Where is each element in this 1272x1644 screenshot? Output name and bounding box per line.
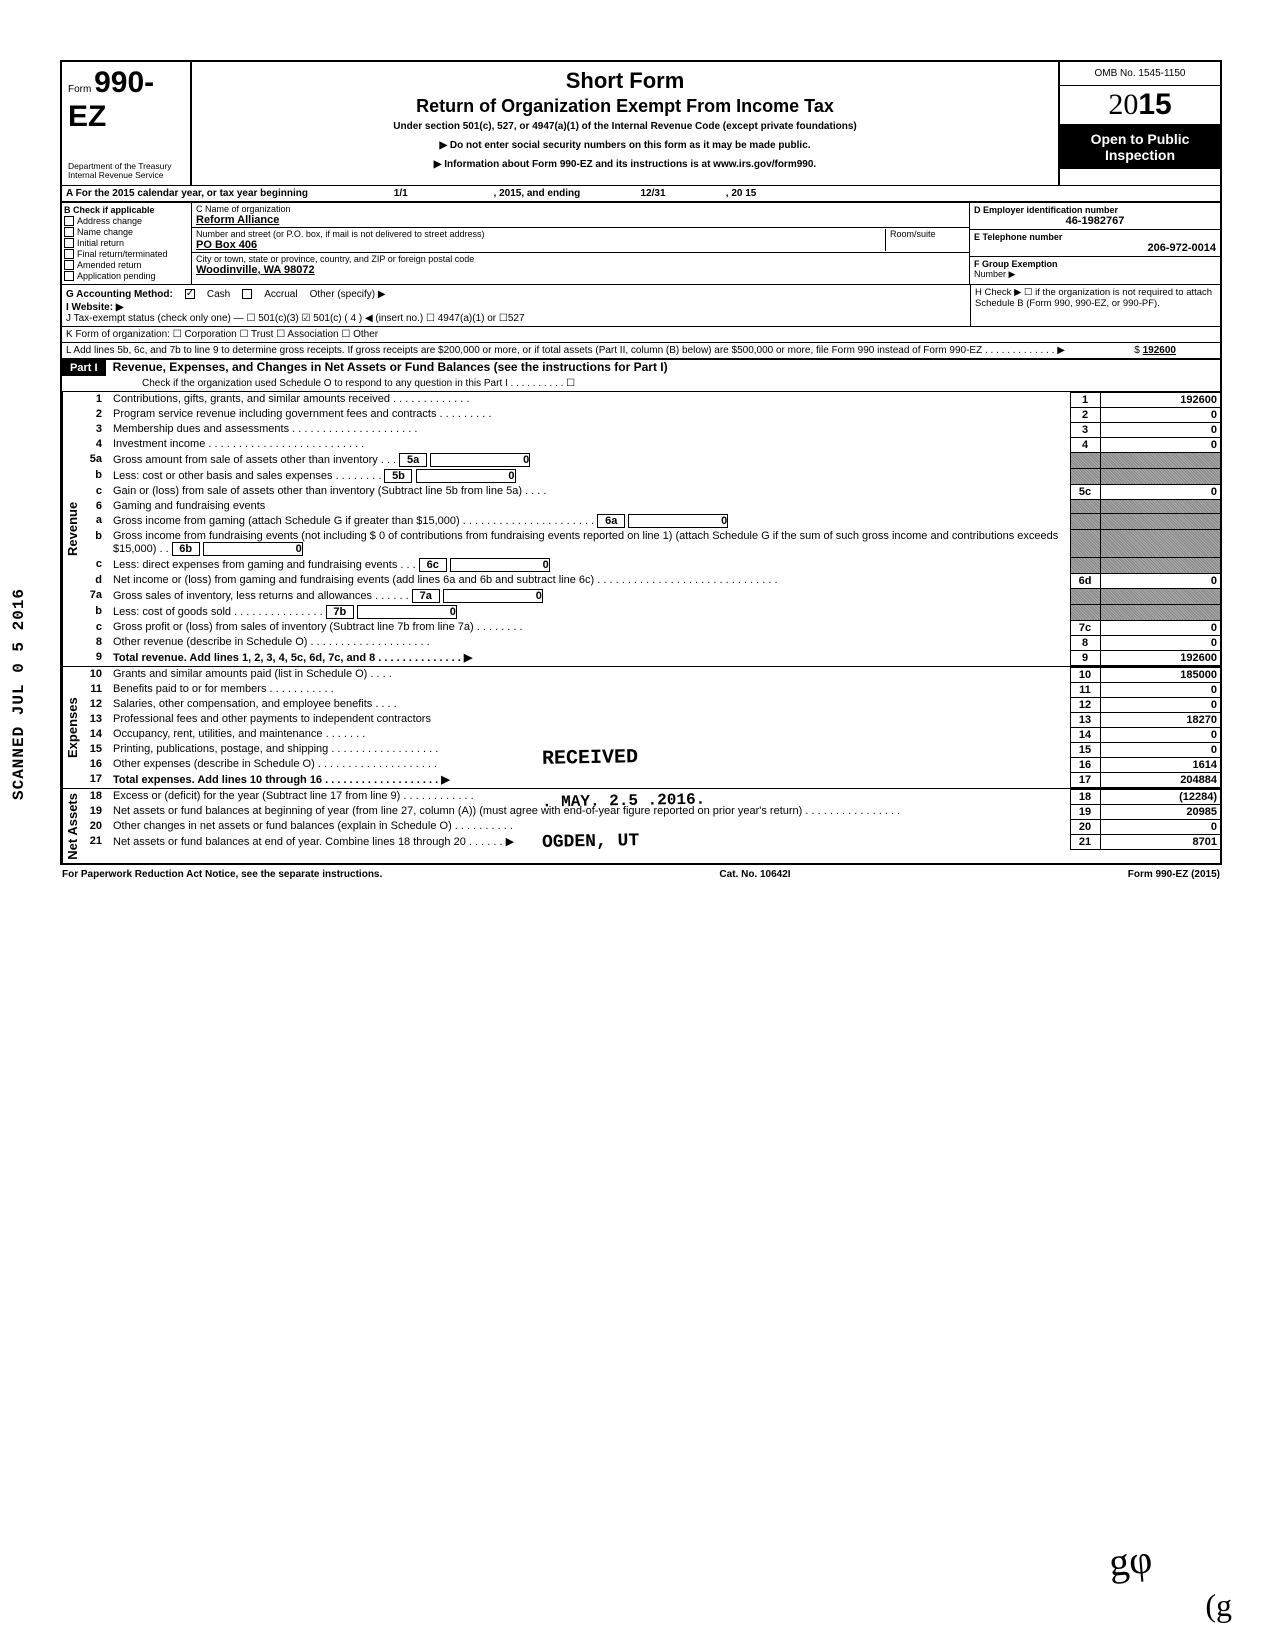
short-form-title: Short Form	[202, 68, 1048, 94]
check-cash[interactable]	[185, 289, 195, 299]
expenses-label: Expenses	[62, 667, 82, 788]
tax-year: 2015	[1060, 86, 1220, 125]
revenue-section: Revenue 1Contributions, gifts, grants, a…	[62, 392, 1220, 666]
omb-number: OMB No. 1545-1150	[1060, 62, 1220, 86]
city: Woodinville, WA 98072	[196, 264, 315, 276]
line-l: L Add lines 5b, 6c, and 7b to line 9 to …	[60, 342, 1222, 360]
street: PO Box 406	[196, 239, 257, 251]
part-i-body: Revenue 1Contributions, gifts, grants, a…	[60, 392, 1222, 866]
line-g-h: G Accounting Method: Cash Accrual Other …	[60, 285, 1222, 326]
subtitle: Under section 501(c), 527, or 4947(a)(1)…	[202, 121, 1048, 132]
form-footer: For Paperwork Reduction Act Notice, see …	[60, 865, 1222, 884]
form-id-cell: Form 990-EZ Department of the Treasury I…	[62, 62, 192, 185]
title-cell: Short Form Return of Organization Exempt…	[192, 62, 1060, 185]
corner-mark: (g	[1205, 1587, 1232, 1624]
check-initial[interactable]: Initial return	[64, 238, 189, 248]
note1: ▶ Do not enter social security numbers o…	[202, 140, 1048, 151]
dept-label: Department of the Treasury Internal Reve…	[68, 162, 184, 181]
header-grid: B Check if applicable Address change Nam…	[60, 203, 1222, 285]
section-b: B Check if applicable Address change Nam…	[62, 203, 192, 284]
form-header: Form 990-EZ Department of the Treasury I…	[60, 60, 1222, 185]
netassets-label: Net Assets	[62, 789, 82, 864]
line-i: I Website: ▶	[66, 302, 966, 313]
revenue-label: Revenue	[62, 392, 82, 666]
expenses-section: Expenses 10Grants and similar amounts pa…	[62, 666, 1220, 788]
line-h: H Check ▶ ☐ if the organization is not r…	[970, 285, 1220, 326]
ogden-stamp: OGDEN, UT	[542, 831, 640, 853]
revenue-table: 1Contributions, gifts, grants, and simil…	[82, 392, 1220, 666]
check-final[interactable]: Final return/terminated	[64, 249, 189, 259]
check-amended[interactable]: Amended return	[64, 260, 189, 270]
section-def: D Employer identification number46-19827…	[970, 203, 1220, 284]
org-name: Reform Alliance	[196, 214, 279, 226]
part-i-header: Part I Revenue, Expenses, and Changes in…	[60, 360, 1222, 392]
check-namechange[interactable]: Name change	[64, 227, 189, 237]
year-cell: OMB No. 1545-1150 2015 Open to Public In…	[1060, 62, 1220, 185]
expenses-table: 10Grants and similar amounts paid (list …	[82, 667, 1220, 788]
date-stamp: . MAY. 2.5 .2016.	[542, 790, 706, 811]
line-j: J Tax-exempt status (check only one) — ☐…	[66, 313, 966, 324]
return-title: Return of Organization Exempt From Incom…	[202, 96, 1048, 117]
note2: ▶ Information about Form 990-EZ and its …	[202, 159, 1048, 170]
section-c: C Name of organizationReform Alliance Nu…	[192, 203, 970, 284]
check-pending[interactable]: Application pending	[64, 271, 189, 281]
telephone: 206-972-0014	[974, 242, 1216, 254]
line-k: K Form of organization: ☐ Corporation ☐ …	[60, 326, 1222, 342]
received-stamp: RECEIVED	[542, 746, 638, 771]
inspection-box: Open to Public Inspection	[1060, 125, 1220, 169]
scanned-stamp: SCANNED JUL 0 5 2016	[10, 588, 28, 800]
check-accrual[interactable]	[242, 289, 252, 299]
initials: gφ	[1107, 1535, 1154, 1586]
check-address[interactable]: Address change	[64, 216, 189, 226]
gross-receipts: 192600	[1143, 345, 1216, 356]
line-a: A For the 2015 calendar year, or tax yea…	[60, 185, 1222, 203]
ein: 46-1982767	[974, 215, 1216, 227]
form-number: Form 990-EZ	[68, 66, 184, 134]
